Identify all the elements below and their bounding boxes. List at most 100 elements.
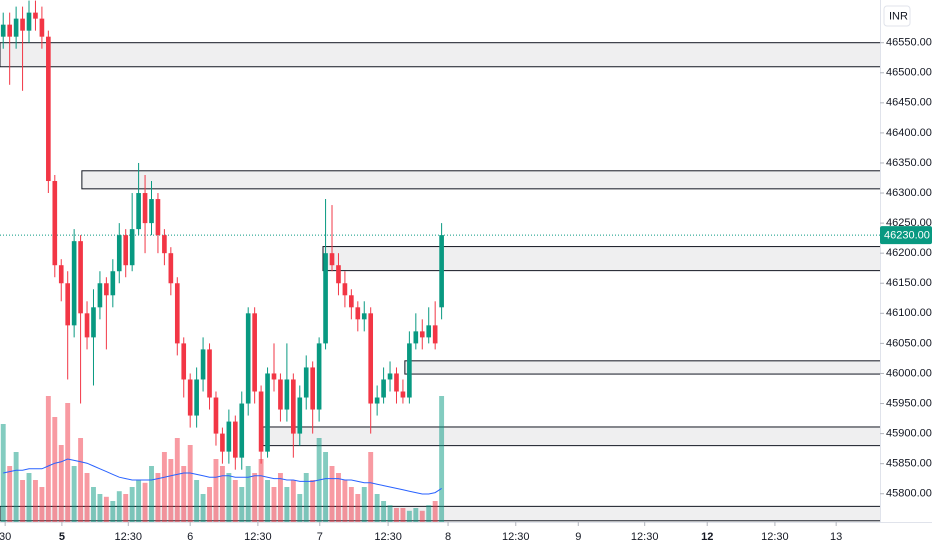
volume-bar [368,452,374,522]
volume-bar [303,473,309,522]
volume-bar [232,480,238,522]
axes: 45800.00 45850.00 45900.00 45950.00 46000.00… [0,37,932,543]
candle-body [207,349,212,398]
volume-bar [142,482,148,522]
y-tick-label: 46000.00 [886,367,932,379]
y-tick-label: 45850.00 [886,458,932,470]
volume-bar [136,480,142,522]
candle-body [265,373,270,452]
candle-body [407,343,412,398]
candle-body [284,379,290,410]
volume-bar [406,510,412,522]
volume-bar [387,505,393,522]
y-tick-label: 45900.00 [886,428,932,440]
volume-bar [194,480,200,522]
y-tick-label: 46200.00 [886,247,932,259]
candle-body [432,325,438,344]
volume-bar [245,466,251,522]
volume-bar [361,487,367,522]
last-price-box [880,226,932,245]
candle-body [213,397,219,434]
volume-bar [103,496,109,522]
volume-bar [123,494,129,522]
candle-body [303,367,309,398]
volume-bar [45,396,51,522]
x-tick-label: 12:30 [115,531,143,543]
candle-body [361,313,367,320]
candle-body [110,271,116,296]
candle-body [394,373,399,392]
candle-body [168,253,174,284]
candle-body [291,379,296,434]
candle-body [187,379,193,416]
candle-body [419,331,425,338]
volume-bar [439,396,445,522]
candle-body [252,313,257,392]
zone [262,426,880,447]
candle-body [97,283,103,308]
candle-body [323,253,328,344]
candle-body [336,265,341,284]
volume-bar [226,473,232,522]
candle-body [245,313,251,404]
x-tick-label: 12 [701,531,713,543]
y-tick-label: 46100.00 [886,307,932,319]
candle-body [342,283,348,296]
candle-body [194,379,199,416]
x-tick-label: 12:30 [502,531,530,543]
volume-bar [432,501,438,522]
y-tick-label: 46250.00 [886,217,932,229]
candle-body [271,373,277,380]
candle-body [174,283,180,344]
candle-body [91,307,96,338]
y-tick-label: 46300.00 [886,187,932,199]
candle-body [239,403,245,458]
candle-body [84,313,90,338]
candle-body [26,12,32,31]
volume-bar [329,466,335,522]
volume-bar [91,487,96,522]
candle-body [220,433,225,452]
volume-bar [323,452,329,522]
zone [0,42,880,68]
volume-bar [174,438,180,522]
plot-area [0,0,880,522]
volume-bar [0,424,6,522]
x-tick-label: 12:30 [631,531,659,543]
candle-body [39,18,45,37]
volume-bar [413,508,419,522]
x-tick-label: 8 [445,531,451,543]
volume-bar [7,466,13,522]
volume-bar [39,487,45,522]
currency-box[interactable] [883,5,911,27]
candle-body [155,199,161,236]
volume-bar [65,403,71,522]
currency-label: INR [889,10,908,22]
volume-bar [419,510,425,522]
volume-bar [52,417,58,522]
candle-body [162,235,167,254]
candle-body [65,283,71,326]
volume-bar [271,487,277,522]
candle-body [129,229,135,266]
volume-bar [20,480,26,522]
y-tick-label: 46050.00 [886,337,932,349]
candle-body [78,241,83,314]
volume-bar [348,487,354,522]
volume-bar [161,452,167,522]
volume-bar [187,445,193,522]
volume-bar [149,466,154,522]
volume-bar [110,501,116,522]
volume-bar [426,505,432,522]
x-tick-label: 30 [0,531,11,543]
x-tick-label: 9 [575,531,581,543]
x-tick-label: 12:30 [761,531,789,543]
candle-body [232,421,238,458]
volume-bar [336,473,341,522]
candle-body [349,295,354,308]
volume-ma-line [3,458,442,495]
candle-body [329,253,335,266]
y-tick-label: 45800.00 [886,488,932,500]
volume-bar [355,494,361,522]
